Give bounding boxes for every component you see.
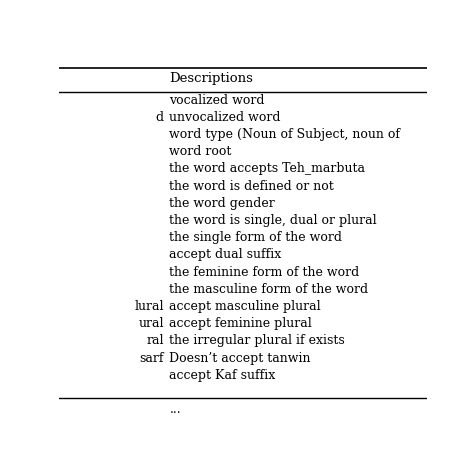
Text: vocalized word: vocalized word bbox=[169, 94, 265, 107]
Text: ural: ural bbox=[138, 317, 164, 330]
Text: word root: word root bbox=[169, 145, 232, 158]
Text: Doesn’t accept tanwin: Doesn’t accept tanwin bbox=[169, 352, 311, 365]
Text: the single form of the word: the single form of the word bbox=[169, 231, 342, 244]
Text: the feminine form of the word: the feminine form of the word bbox=[169, 265, 360, 279]
Text: accept dual suffix: accept dual suffix bbox=[169, 248, 282, 261]
Text: lural: lural bbox=[135, 300, 164, 313]
Text: the word gender: the word gender bbox=[169, 197, 275, 210]
Text: the word is defined or not: the word is defined or not bbox=[169, 180, 334, 192]
Text: the masculine form of the word: the masculine form of the word bbox=[169, 283, 369, 296]
Text: unvocalized word: unvocalized word bbox=[169, 111, 281, 124]
Text: accept feminine plural: accept feminine plural bbox=[169, 317, 312, 330]
Text: the irregular plural if exists: the irregular plural if exists bbox=[169, 334, 345, 347]
Text: sarf: sarf bbox=[139, 352, 164, 365]
Text: accept masculine plural: accept masculine plural bbox=[169, 300, 321, 313]
Text: the word accepts Teh_marbuta: the word accepts Teh_marbuta bbox=[169, 163, 365, 175]
Text: Descriptions: Descriptions bbox=[169, 72, 253, 85]
Text: d: d bbox=[156, 111, 164, 124]
Text: ...: ... bbox=[169, 403, 181, 416]
Text: accept Kaf suffix: accept Kaf suffix bbox=[169, 369, 276, 382]
Text: word type (Noun of Subject, noun of: word type (Noun of Subject, noun of bbox=[169, 128, 401, 141]
Text: ral: ral bbox=[146, 334, 164, 347]
Text: the word is single, dual or plural: the word is single, dual or plural bbox=[169, 214, 377, 227]
